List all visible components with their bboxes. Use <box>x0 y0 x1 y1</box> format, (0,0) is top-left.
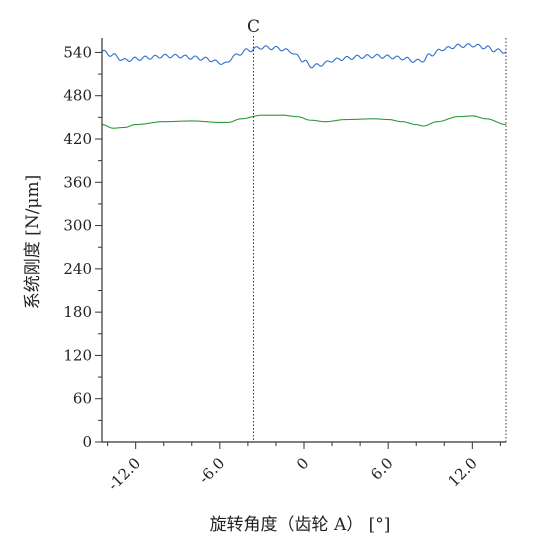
tick-marks <box>95 51 501 449</box>
y-tick-label: 300 <box>63 217 92 235</box>
y-tick-label: 240 <box>63 260 92 278</box>
cursor-layer: C <box>247 17 260 442</box>
x-tick-label: -6.0 <box>195 454 228 487</box>
y-tick-label: 120 <box>63 346 92 364</box>
x-tick-label: 6.0 <box>367 454 397 484</box>
cursor-label: C <box>247 17 260 37</box>
x-tick-label: -12.0 <box>104 454 144 494</box>
tick-labels: 0 60 120 180 240 300 360 420 480 540 -12.0 -6.0 0 6.0… <box>63 43 480 494</box>
y-tick-label: 420 <box>63 130 92 148</box>
y-tick-label: 0 <box>82 433 92 451</box>
y-tick-label: 480 <box>63 87 92 105</box>
series-line-upper <box>101 43 507 69</box>
series-line-lower <box>101 114 507 129</box>
x-axis-title: 旋转角度（齿轮 A） [°] <box>210 515 391 535</box>
x-tick-label: 0 <box>293 454 312 473</box>
y-tick-label: 60 <box>73 390 92 408</box>
y-tick-label: 360 <box>63 173 92 191</box>
axes <box>101 38 507 443</box>
y-tick-label: 540 <box>63 43 92 61</box>
x-tick-label: 12.0 <box>444 454 480 490</box>
y-axis-title: 系统刚度 [N/μm] <box>23 175 43 309</box>
y-tick-label: 180 <box>63 303 92 321</box>
series-layer <box>101 43 507 129</box>
